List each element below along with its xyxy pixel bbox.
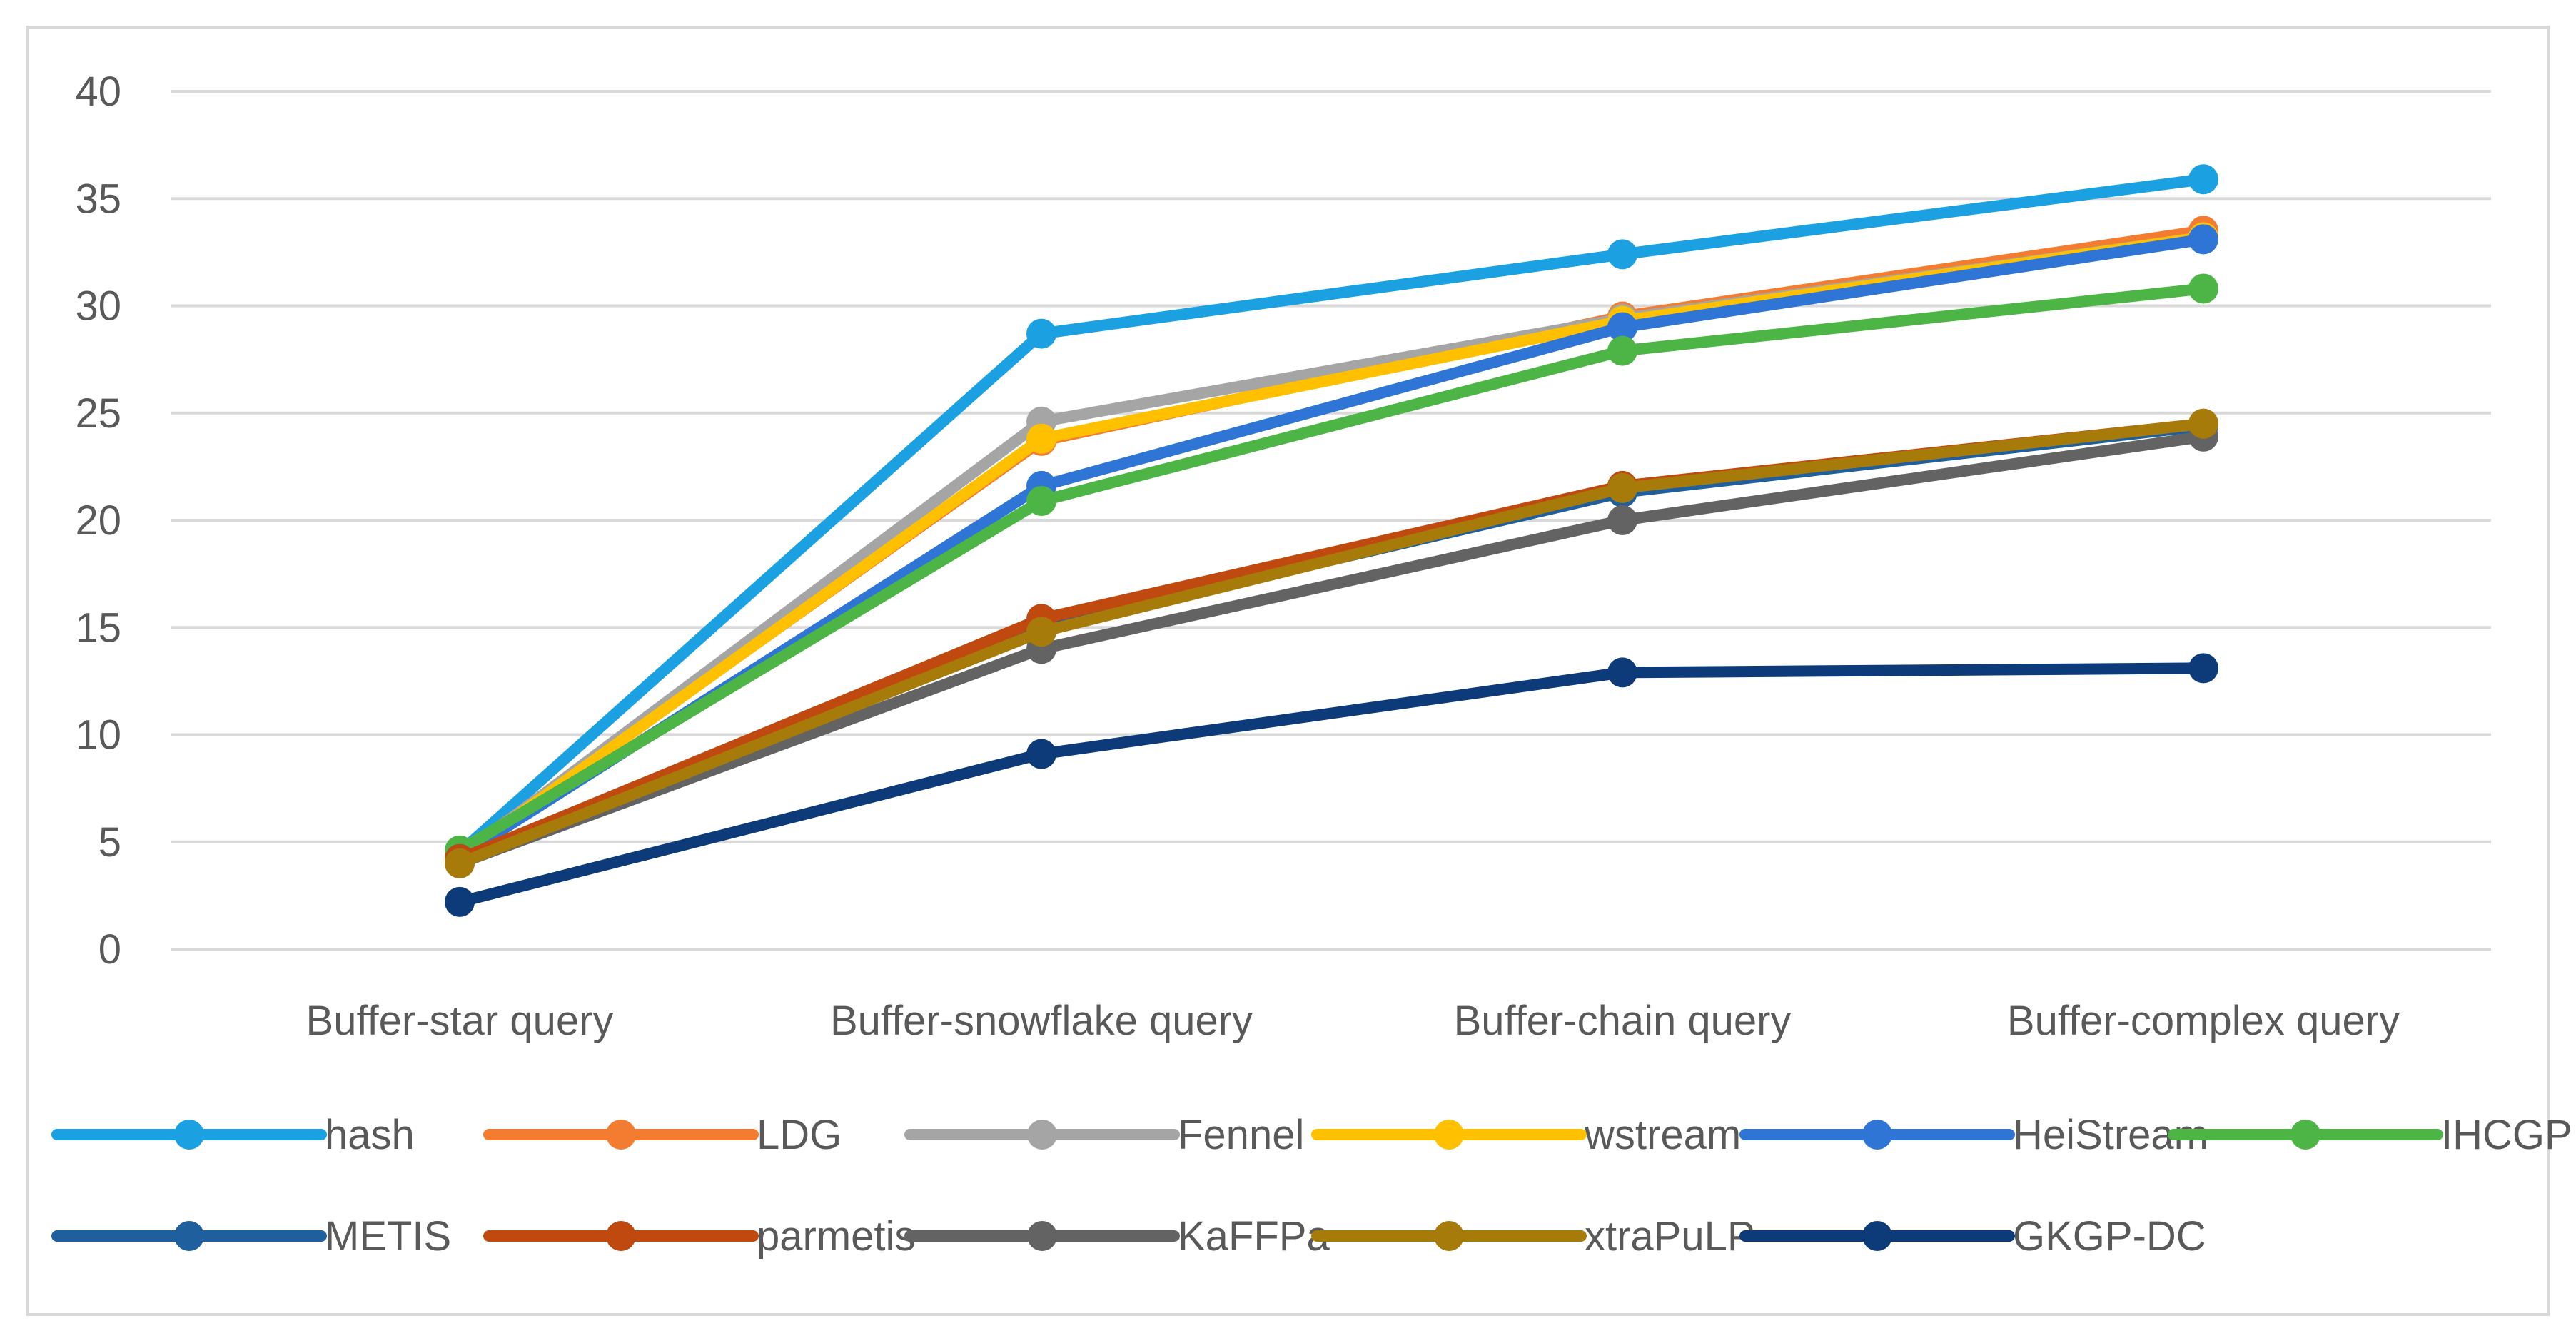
x-tick-label: Buffer-complex query xyxy=(2007,998,2400,1044)
legend-item: KaFFPa xyxy=(904,1213,1330,1260)
y-tick-label: 20 xyxy=(75,497,121,544)
legend-marker xyxy=(2290,1120,2320,1150)
legend-label: hash xyxy=(325,1112,415,1158)
data-point xyxy=(1026,739,1056,769)
legend-item: LDG xyxy=(483,1112,842,1158)
legend-item: IHCGP xyxy=(2168,1112,2572,1158)
series-line xyxy=(454,430,2209,869)
y-tick-label: 5 xyxy=(99,819,121,866)
legend-label: IHCGP xyxy=(2441,1112,2572,1158)
series-line xyxy=(454,173,2209,858)
legend-marker xyxy=(1027,1120,1057,1150)
legend-item: Fennel xyxy=(904,1112,1304,1158)
series-xtrapulp xyxy=(445,408,2218,878)
data-point xyxy=(445,848,475,878)
x-tick-label: Buffer-snowflake query xyxy=(830,998,1253,1044)
data-point xyxy=(1026,485,1056,516)
data-point xyxy=(1026,617,1056,647)
legend-label: wstream xyxy=(1584,1112,1741,1158)
data-point xyxy=(2188,653,2218,684)
legend-label: parmetis xyxy=(757,1213,915,1260)
y-axis-tick-labels: 0 5 10 15 20 25 30 35 40 xyxy=(75,69,121,973)
y-tick-label: 35 xyxy=(75,176,121,222)
legend-label: xtraPuLP xyxy=(1585,1213,1755,1260)
legend-marker xyxy=(1862,1120,1892,1150)
legend-item: wstream xyxy=(1311,1112,1741,1158)
data-point xyxy=(2188,164,2218,195)
series-line xyxy=(454,662,2209,908)
legend-label: Fennel xyxy=(1178,1112,1304,1158)
x-tick-label: Buffer-chain query xyxy=(1454,998,1792,1044)
y-tick-label: 15 xyxy=(75,604,121,651)
legend-item: xtraPuLP xyxy=(1311,1213,1755,1260)
data-point xyxy=(2188,408,2218,439)
legend-marker xyxy=(1434,1221,1464,1251)
legend-marker xyxy=(174,1221,204,1251)
legend-marker xyxy=(606,1120,636,1150)
y-tick-label: 40 xyxy=(75,69,121,115)
legend-marker xyxy=(1862,1221,1892,1251)
y-tick-label: 10 xyxy=(75,712,121,759)
x-axis-tick-labels: Buffer-star query Buffer-snowflake query B… xyxy=(306,998,2400,1044)
gridlines xyxy=(171,90,2491,951)
series-lines xyxy=(445,164,2218,917)
legend-marker xyxy=(174,1120,204,1150)
x-tick-label: Buffer-star query xyxy=(306,998,614,1044)
series-line xyxy=(454,283,2209,856)
legend-item: parmetis xyxy=(483,1213,915,1260)
legend-marker xyxy=(606,1221,636,1251)
legend-label: GKGP-DC xyxy=(2013,1213,2206,1260)
y-tick-label: 25 xyxy=(75,390,121,437)
data-point xyxy=(1607,335,1637,366)
data-point xyxy=(2188,224,2218,255)
data-point xyxy=(2188,273,2218,304)
series-gkgp-dc xyxy=(445,653,2218,917)
legend-label: METIS xyxy=(325,1213,451,1260)
series-line xyxy=(454,417,2209,869)
data-point xyxy=(1607,505,1637,535)
legend-marker xyxy=(1434,1120,1464,1150)
legend-label: LDG xyxy=(757,1112,842,1158)
legend-item: GKGP-DC xyxy=(1739,1213,2206,1260)
data-point xyxy=(1607,239,1637,270)
data-point xyxy=(1026,318,1056,349)
data-point xyxy=(445,886,475,917)
legend-item: hash xyxy=(51,1112,415,1158)
data-point xyxy=(1607,312,1637,343)
data-point xyxy=(1607,657,1637,688)
y-tick-label: 0 xyxy=(99,926,121,973)
legend-label: KaFFPa xyxy=(1178,1213,1330,1260)
data-point xyxy=(1607,472,1637,503)
legend-marker xyxy=(1027,1221,1057,1251)
legend-item: METIS xyxy=(51,1213,451,1260)
data-point xyxy=(1026,423,1056,454)
y-tick-label: 30 xyxy=(75,283,121,330)
